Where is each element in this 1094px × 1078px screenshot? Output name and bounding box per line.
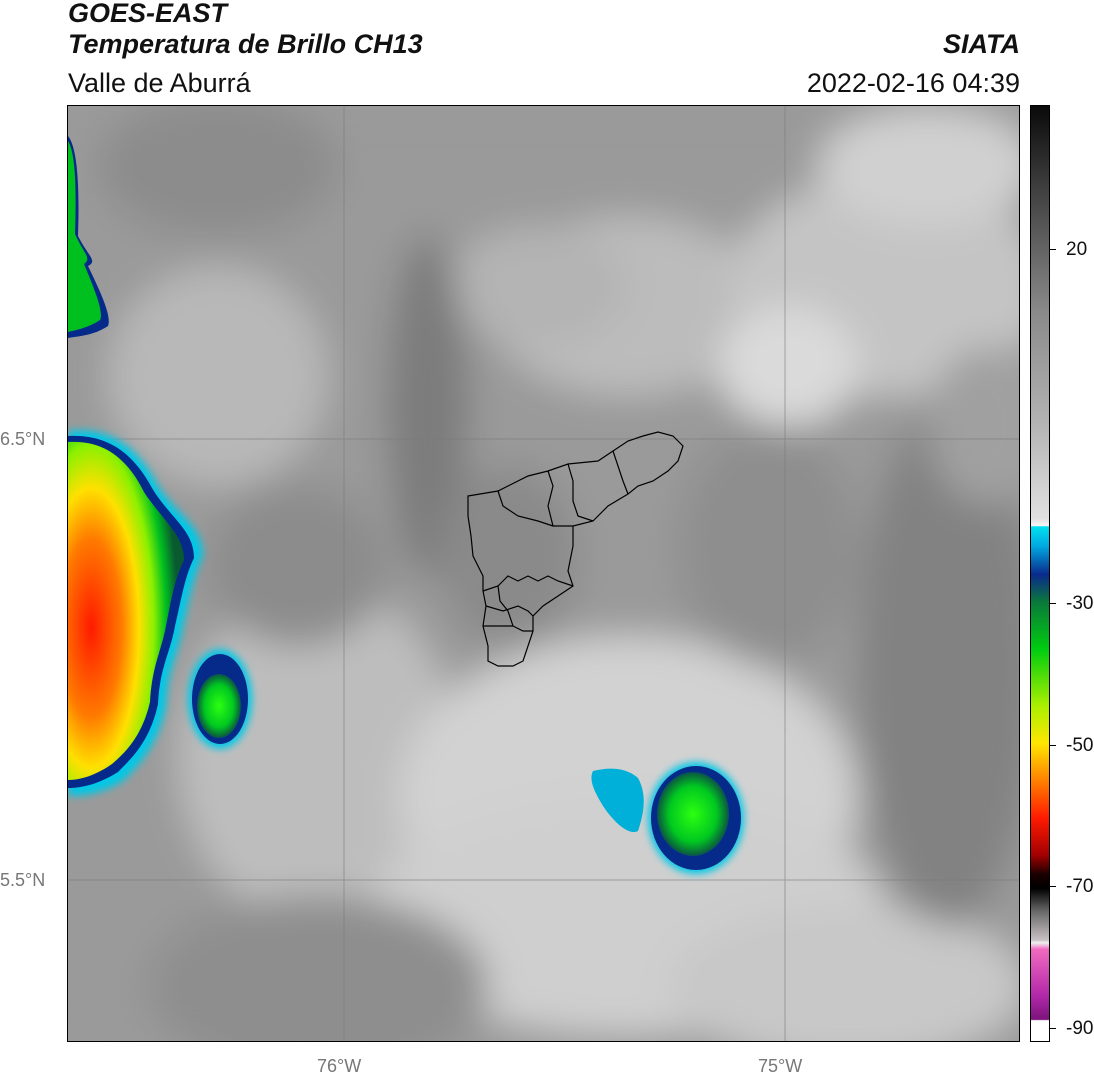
convective-cell-small bbox=[188, 649, 252, 749]
agency-label: SIATA bbox=[943, 29, 1020, 59]
colorbar-tick-20 bbox=[1050, 249, 1056, 250]
lon-label-76: 76°W bbox=[317, 1056, 362, 1076]
lat-label-6-5: 6.5°N bbox=[0, 429, 46, 449]
colorbar-tick-minus50 bbox=[1050, 745, 1056, 746]
convective-cell-southeast bbox=[591, 762, 744, 874]
map-canvas bbox=[68, 106, 1019, 1041]
colorbar-label-minus50: -50 bbox=[1066, 735, 1094, 756]
colorbar-label-minus70: -70 bbox=[1066, 876, 1094, 897]
graticule bbox=[68, 106, 1019, 1041]
region-label: Valle de Aburrá bbox=[68, 68, 251, 98]
colorbar-tick-minus70 bbox=[1050, 886, 1056, 887]
colorbar-gradient bbox=[1031, 106, 1049, 1041]
lon-label-75: 75°W bbox=[758, 1056, 803, 1076]
colorbar-tick-minus90 bbox=[1050, 1028, 1056, 1029]
lat-label-5-5: 5.5°N bbox=[0, 870, 46, 890]
colorbar bbox=[1030, 105, 1050, 1042]
datetime-label: 2022-02-16 04:39 bbox=[806, 68, 1020, 98]
colorbar-label-minus90: -90 bbox=[1066, 1018, 1094, 1039]
satellite-title: GOES-EAST bbox=[68, 0, 228, 28]
colorbar-label-20: 20 bbox=[1066, 239, 1088, 260]
product-title: Temperatura de Brillo CH13 bbox=[68, 29, 423, 59]
convective-system-west bbox=[68, 136, 203, 796]
colorbar-tick-minus30 bbox=[1050, 603, 1056, 604]
cloud-texture bbox=[68, 106, 1019, 1041]
colorbar-label-minus30: -30 bbox=[1066, 593, 1094, 614]
valle-de-aburra-boundaries bbox=[467, 431, 684, 667]
satellite-map[interactable] bbox=[67, 105, 1020, 1042]
